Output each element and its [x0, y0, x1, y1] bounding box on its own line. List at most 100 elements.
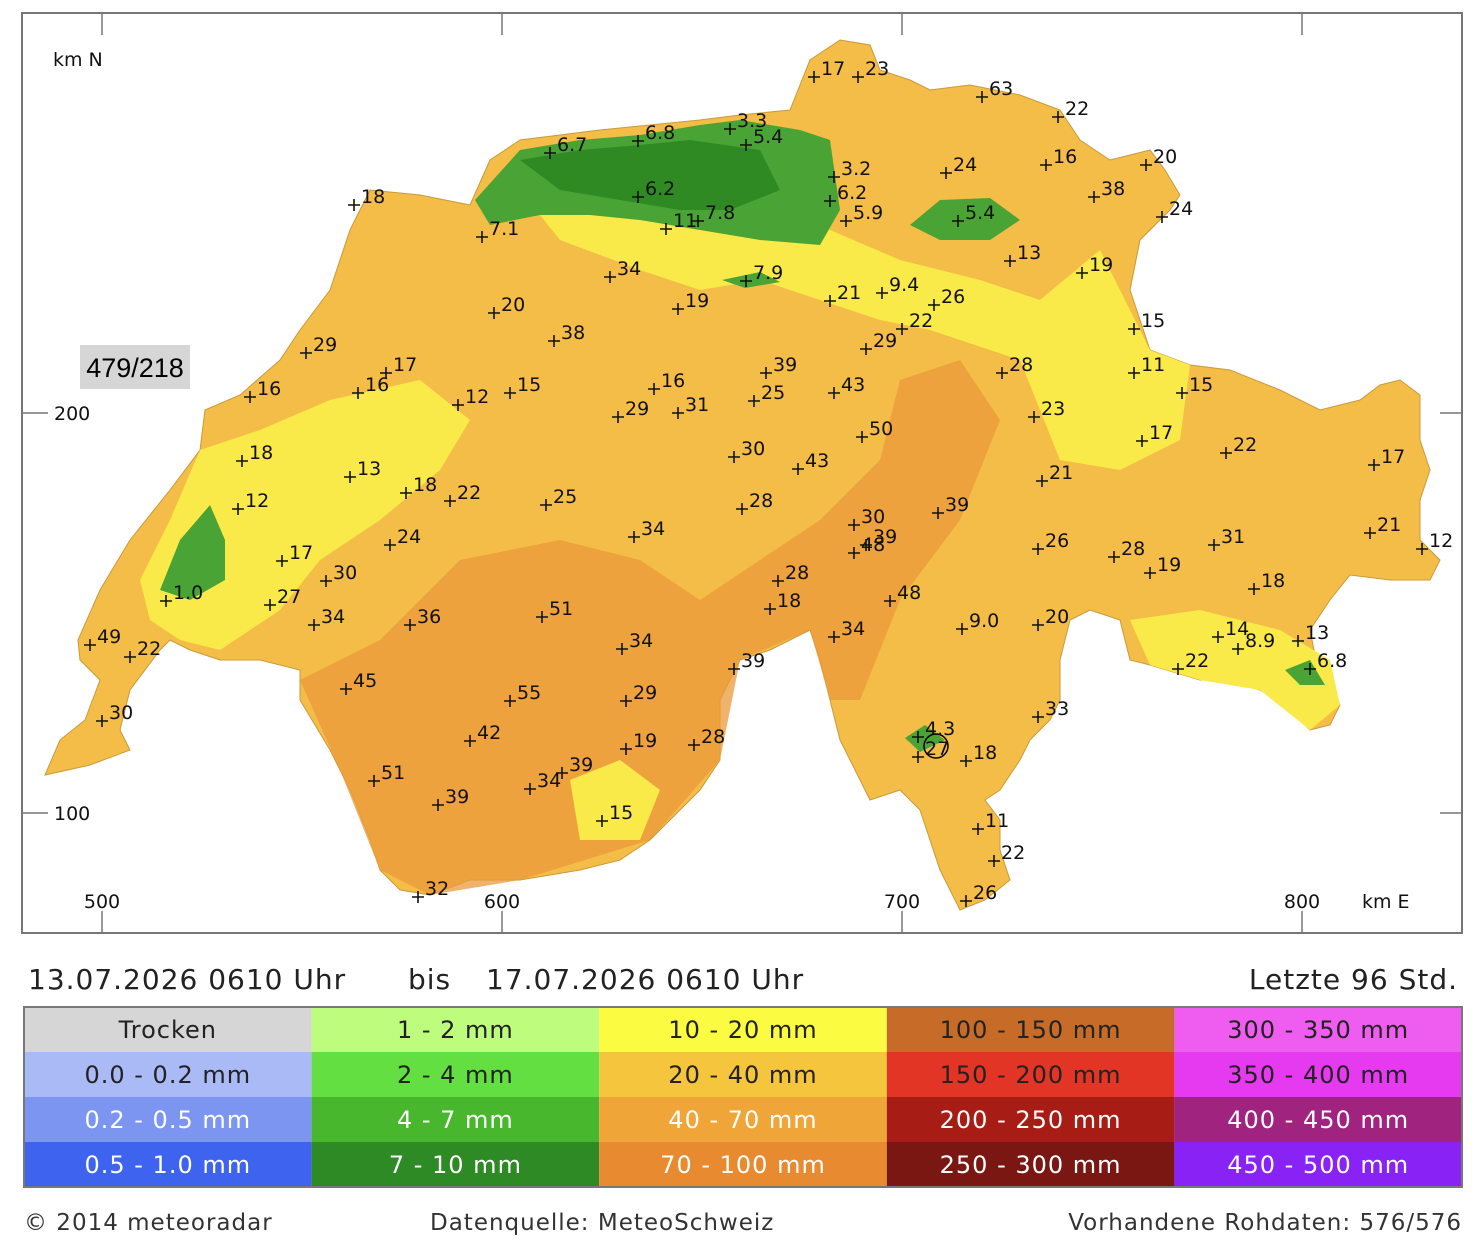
station-value: 25 — [553, 486, 577, 508]
station-marker — [660, 223, 672, 235]
station-value: 22 — [137, 638, 161, 660]
legend-frame — [23, 1006, 1463, 1188]
station-value: 7.8 — [705, 202, 735, 224]
station-marker — [1052, 111, 1064, 123]
station: 39 — [760, 354, 797, 379]
station: 21 — [1364, 514, 1401, 539]
station-marker — [368, 775, 380, 787]
green-area — [722, 272, 780, 288]
data-source: Datenquelle: MeteoSchweiz — [430, 1210, 774, 1236]
station: 39 — [932, 494, 969, 519]
station: 28 — [996, 354, 1033, 379]
station-marker — [380, 367, 392, 379]
legend-label: 200 - 250 mm — [940, 1106, 1122, 1134]
station-value: 34 — [641, 518, 665, 540]
station-marker — [940, 167, 952, 179]
station-value: 45 — [353, 670, 377, 692]
station: 31 — [672, 394, 709, 419]
station: 18 — [764, 590, 801, 615]
station-value: 5.4 — [965, 202, 995, 224]
station-value: 9.4 — [889, 274, 919, 296]
station: 3.2 — [828, 158, 871, 183]
copyright: © 2014 meteoradar — [24, 1210, 273, 1236]
station: 26 — [960, 882, 997, 907]
legend-label: 4 - 7 mm — [397, 1106, 514, 1134]
station-value: 12 — [465, 386, 489, 408]
station: 17 — [808, 58, 845, 83]
station-marker — [912, 731, 924, 743]
station-value: 11 — [1141, 354, 1165, 376]
station-value: 28 — [1009, 354, 1033, 376]
station-marker — [860, 343, 872, 355]
legend-label: 400 - 450 mm — [1227, 1106, 1409, 1134]
station-marker — [352, 387, 364, 399]
station-value: 6.8 — [1317, 650, 1347, 672]
green-area — [160, 505, 225, 600]
station-value: 13 — [357, 458, 381, 480]
cursor-box — [80, 345, 190, 389]
station: 5.4 — [740, 126, 783, 151]
station: 21 — [824, 282, 861, 307]
station: 34 — [628, 518, 665, 543]
station: 15 — [1128, 310, 1165, 335]
station: 24 — [384, 526, 421, 551]
station-marker — [1156, 211, 1168, 223]
station-value: 26 — [973, 882, 997, 904]
station-value: 15 — [1189, 374, 1213, 396]
period-length: Letzte 96 Std. — [1249, 963, 1458, 996]
station: 16 — [244, 378, 281, 403]
station: 11 — [972, 810, 1009, 835]
legend-swatch — [311, 1142, 600, 1187]
axis-ticks: 500 600 700 800 100 200 — [22, 13, 1462, 933]
station-marker — [960, 755, 972, 767]
station: 15 — [1176, 374, 1213, 399]
station-value: 22 — [909, 310, 933, 332]
station-marker — [344, 471, 356, 483]
station-value: 39 — [945, 494, 969, 516]
legend-label: 0.0 - 0.2 mm — [84, 1061, 251, 1089]
station-value: 19 — [1089, 254, 1113, 276]
station: 63 — [976, 78, 1013, 103]
station-value: 24 — [953, 154, 977, 176]
station: 45 — [340, 670, 377, 695]
legend-label: 250 - 300 mm — [940, 1151, 1122, 1179]
station: 28 — [736, 490, 773, 515]
station-value: 11 — [673, 210, 697, 232]
station-value: 26 — [1045, 530, 1069, 552]
station-value: 30 — [109, 702, 133, 724]
station-value: 29 — [633, 682, 657, 704]
station-marker — [988, 855, 1000, 867]
station-marker — [1144, 567, 1156, 579]
station-marker — [632, 191, 644, 203]
station: 12 — [452, 386, 489, 411]
station: 23 — [852, 58, 889, 83]
station-marker — [612, 411, 624, 423]
station-marker — [740, 275, 752, 287]
station-marker — [688, 739, 700, 751]
station-value: 17 — [821, 58, 845, 80]
station-value: 1.0 — [173, 582, 203, 604]
legend-swatch — [1174, 1097, 1462, 1142]
station: 25 — [748, 382, 785, 407]
legend-label: 350 - 400 mm — [1227, 1061, 1409, 1089]
y-axis-label: km N — [53, 49, 103, 71]
station-marker — [616, 643, 628, 655]
station-marker — [1416, 543, 1428, 555]
station-marker — [1032, 711, 1044, 723]
station-marker — [1212, 631, 1224, 643]
station-marker — [628, 531, 640, 543]
station-value: 55 — [517, 682, 541, 704]
station-value: 22 — [1065, 98, 1089, 120]
station-value: 14 — [1225, 618, 1249, 640]
legend-swatch — [24, 1052, 312, 1097]
station: 34 — [828, 618, 865, 643]
station: 31 — [1208, 526, 1245, 551]
station-marker — [772, 575, 784, 587]
station-value: 28 — [785, 562, 809, 584]
station: 23 — [1028, 398, 1065, 423]
station-value: 34 — [617, 258, 641, 280]
station-marker — [1032, 619, 1044, 631]
station-marker — [736, 503, 748, 515]
legend-swatch — [599, 1007, 887, 1052]
legend-label: 450 - 500 mm — [1227, 1151, 1409, 1179]
